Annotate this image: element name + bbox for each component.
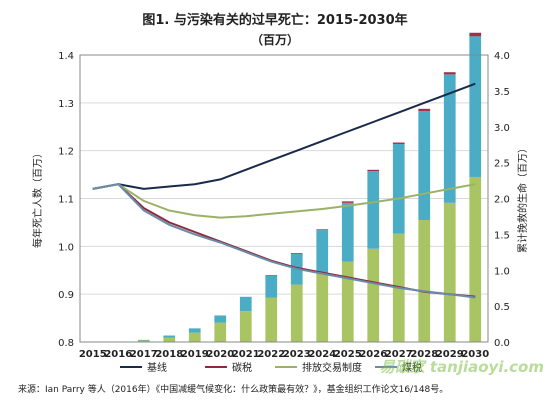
- x-tick-label: 2018: [155, 349, 183, 360]
- bar-coal_tax: [214, 315, 227, 323]
- chart-title: 图1. 与污染有关的过早死亡：2015-2030年: [142, 12, 407, 28]
- bar-carbon_tax: [469, 32, 482, 37]
- x-tick-label: 2017: [130, 349, 158, 360]
- x-tick-label: 2025: [334, 349, 362, 360]
- bar-emissions_trading: [316, 273, 329, 342]
- bar-carbon_tax: [290, 253, 303, 254]
- series-line-coal_tax: [92, 183, 476, 299]
- legend-label: 基线: [147, 361, 167, 374]
- plot-frame: [79, 54, 489, 343]
- watermark: 易碳家 tanjiaoyi.com: [380, 358, 544, 376]
- x-tick-label: 2023: [283, 349, 311, 360]
- y-right-tick-label: 4.0: [494, 51, 510, 62]
- legend: 基线 碳税 排放交易制度 煤税: [120, 361, 422, 374]
- legend-label: 碳税: [232, 361, 252, 374]
- legend-item-coal_tax: 煤税: [375, 361, 422, 374]
- y-left-tick-label: 1.4: [58, 51, 74, 62]
- series-line-baseline: [92, 82, 476, 190]
- legend-item-baseline: 基线: [120, 361, 167, 374]
- bar-emissions_trading: [443, 202, 456, 342]
- y-right-tick-label: 3.5: [494, 87, 510, 98]
- x-tick-label: 2024: [308, 349, 336, 360]
- bar-carbon_tax: [265, 275, 278, 276]
- y-right-tick-label: 2.5: [494, 159, 510, 170]
- bar-carbon_tax: [367, 169, 380, 172]
- x-tick-label: 2015: [79, 349, 107, 360]
- y-right-tick-label: 0.0: [494, 338, 510, 349]
- bar-emissions_trading: [188, 332, 201, 342]
- bar-coal_tax: [392, 143, 405, 234]
- x-tick-label: 2019: [181, 349, 209, 360]
- legend-item-emissions_trading: 排放交易制度: [275, 361, 362, 374]
- bar-coal_tax: [188, 328, 201, 333]
- bar-carbon_tax: [316, 229, 329, 231]
- bar-coal_tax: [137, 339, 150, 341]
- x-tick-label: 2026: [359, 349, 387, 360]
- bar-emissions_trading: [469, 176, 482, 342]
- bar-emissions_trading: [239, 311, 252, 342]
- x-tick-label: 2022: [257, 349, 285, 360]
- bar-coal_tax: [367, 171, 380, 249]
- y-left-tick-label: 1.3: [58, 99, 74, 110]
- bar-coal_tax: [469, 36, 482, 177]
- bar-carbon_tax: [418, 108, 431, 111]
- bar-emissions_trading: [341, 261, 354, 342]
- y-right-tick-label: 0.5: [494, 302, 510, 313]
- bar-coal_tax: [265, 275, 278, 298]
- bar-coal_tax: [443, 74, 456, 203]
- bar-coal_tax: [316, 230, 329, 274]
- y-right-tick-label: 1.0: [494, 266, 510, 277]
- y-left-tick-label: 1.0: [58, 242, 74, 253]
- bars: [137, 32, 482, 342]
- y-left-tick-label: 0.9: [58, 290, 74, 301]
- bar-emissions_trading: [290, 284, 303, 342]
- x-tick-label: 2029: [436, 349, 464, 360]
- watermark-logo: 易碳家 tanjiaoyi.com: [380, 358, 544, 376]
- x-tick-label: 2016: [104, 349, 132, 360]
- bar-coal_tax: [163, 335, 176, 338]
- x-tick-label: 2021: [232, 349, 260, 360]
- bar-emissions_trading: [137, 340, 150, 342]
- bar-emissions_trading: [265, 297, 278, 342]
- chart-subtitle: （百万）: [251, 32, 299, 47]
- legend-label: 排放交易制度: [302, 361, 362, 374]
- bar-emissions_trading: [163, 337, 176, 342]
- y-axis-right-label: 累计挽救的生命（百万）: [516, 143, 529, 253]
- y-right-tick-label: 1.5: [494, 230, 510, 241]
- x-tick-label: 2020: [206, 349, 234, 360]
- x-tick-label: 2028: [410, 349, 438, 360]
- series-lines: [92, 82, 476, 299]
- bar-carbon_tax: [392, 142, 405, 144]
- x-tick-label: 2027: [385, 349, 413, 360]
- bar-emissions_trading: [418, 220, 431, 342]
- bar-emissions_trading: [214, 322, 227, 342]
- bar-carbon_tax: [341, 201, 354, 203]
- legend-item-carbon_tax: 碳税: [205, 361, 252, 374]
- x-tick-label: 2030: [461, 349, 489, 360]
- legend-label: 煤税: [402, 361, 422, 374]
- y-axis-left-label: 每年死亡人数（百万）: [31, 148, 44, 248]
- series-line-emissions_trading: [92, 183, 476, 219]
- y-left-tick-label: 1.2: [58, 147, 74, 158]
- y-right-tick-label: 3.0: [494, 123, 510, 134]
- y-right-tick-label: 2.0: [494, 195, 510, 206]
- bar-carbon_tax: [443, 72, 456, 75]
- bar-coal_tax: [341, 202, 354, 262]
- y-left-tick-label: 0.8: [58, 338, 74, 349]
- axes: 0.8 0.9 1.0 1.1 1.2 1.3 1.4 0.0 0.5 1.0 1.5 2.0 2.5 3…: [58, 51, 510, 360]
- source-note: 来源：Ian Parry 等人（2016年）《中国减缓气候变化：什么政策最有效？…: [18, 383, 448, 395]
- y-left-tick-label: 1.1: [58, 195, 74, 206]
- bar-coal_tax: [418, 110, 431, 221]
- bar-emissions_trading: [367, 248, 380, 342]
- bar-coal_tax: [239, 296, 252, 312]
